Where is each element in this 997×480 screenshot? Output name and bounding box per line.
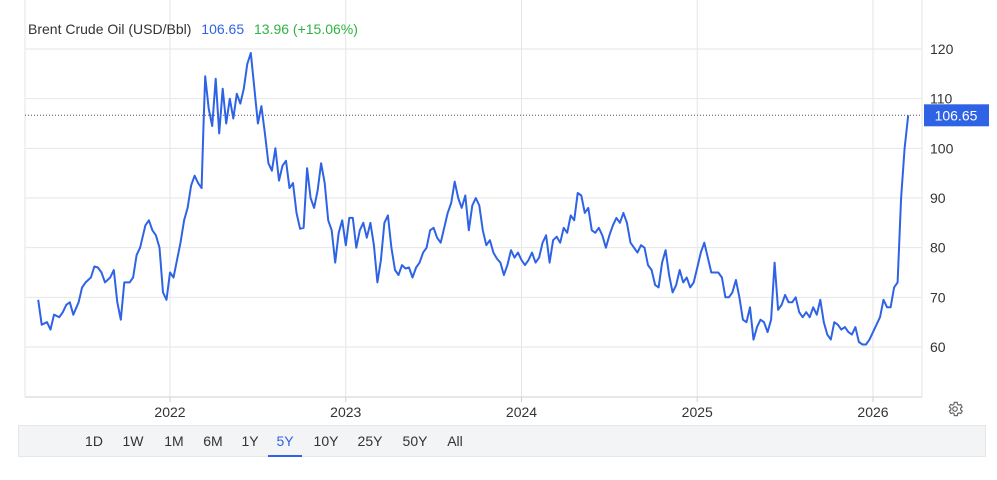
x-tick-label: 2026 <box>857 404 888 420</box>
range-all-button[interactable]: All <box>447 433 463 449</box>
range-50y-button[interactable]: 50Y <box>402 433 428 449</box>
chart-canvas: 60 70 80 90 100 110 120 2022 2023 2024 2025 2026 106… <box>24 0 989 420</box>
y-tick-label: 80 <box>930 240 946 256</box>
y-tick-label: 70 <box>930 289 946 305</box>
x-tick-label: 2025 <box>682 404 713 420</box>
range-5y-button[interactable]: 5Y <box>268 426 302 457</box>
range-1m-button[interactable]: 1M <box>164 433 184 449</box>
range-1y-button[interactable]: 1Y <box>241 433 259 449</box>
gear-icon[interactable] <box>944 398 966 420</box>
price-change: 13.96 (+15.06%) <box>254 21 358 37</box>
y-tick-label: 120 <box>930 41 954 57</box>
last-price-tag <box>924 104 989 127</box>
range-1d-button[interactable]: 1D <box>85 433 103 449</box>
price-chart[interactable]: 60 70 80 90 100 110 120 2022 2023 2024 2025 2026 106… <box>0 0 997 425</box>
instrument-title: Brent Crude Oil (USD/Bbl) <box>28 21 192 37</box>
range-25y-button[interactable]: 25Y <box>357 433 383 449</box>
range-10y-button[interactable]: 10Y <box>313 433 339 449</box>
chart-header: Brent Crude Oil (USD/Bbl) 106.65 13.96 (… <box>28 21 364 37</box>
range-1w-button[interactable]: 1W <box>122 433 144 449</box>
range-6m-button[interactable]: 6M <box>203 433 223 449</box>
time-range-selector: 1D 1W 1M 6M 1Y 5Y 10Y 25Y 50Y All <box>18 425 986 457</box>
y-tick-label: 100 <box>930 140 954 156</box>
x-tick-label: 2024 <box>506 404 537 420</box>
last-price-tag-label: 106.65 <box>935 107 978 123</box>
y-tick-label: 60 <box>930 339 946 355</box>
gear-icon-glyph <box>948 401 963 417</box>
y-tick-label: 90 <box>930 190 946 206</box>
y-tick-label: 110 <box>930 91 953 107</box>
x-tick-label: 2022 <box>154 404 185 420</box>
price-series-line <box>37 52 910 346</box>
x-tick-label: 2023 <box>330 404 361 420</box>
current-price: 106.65 <box>201 21 245 37</box>
